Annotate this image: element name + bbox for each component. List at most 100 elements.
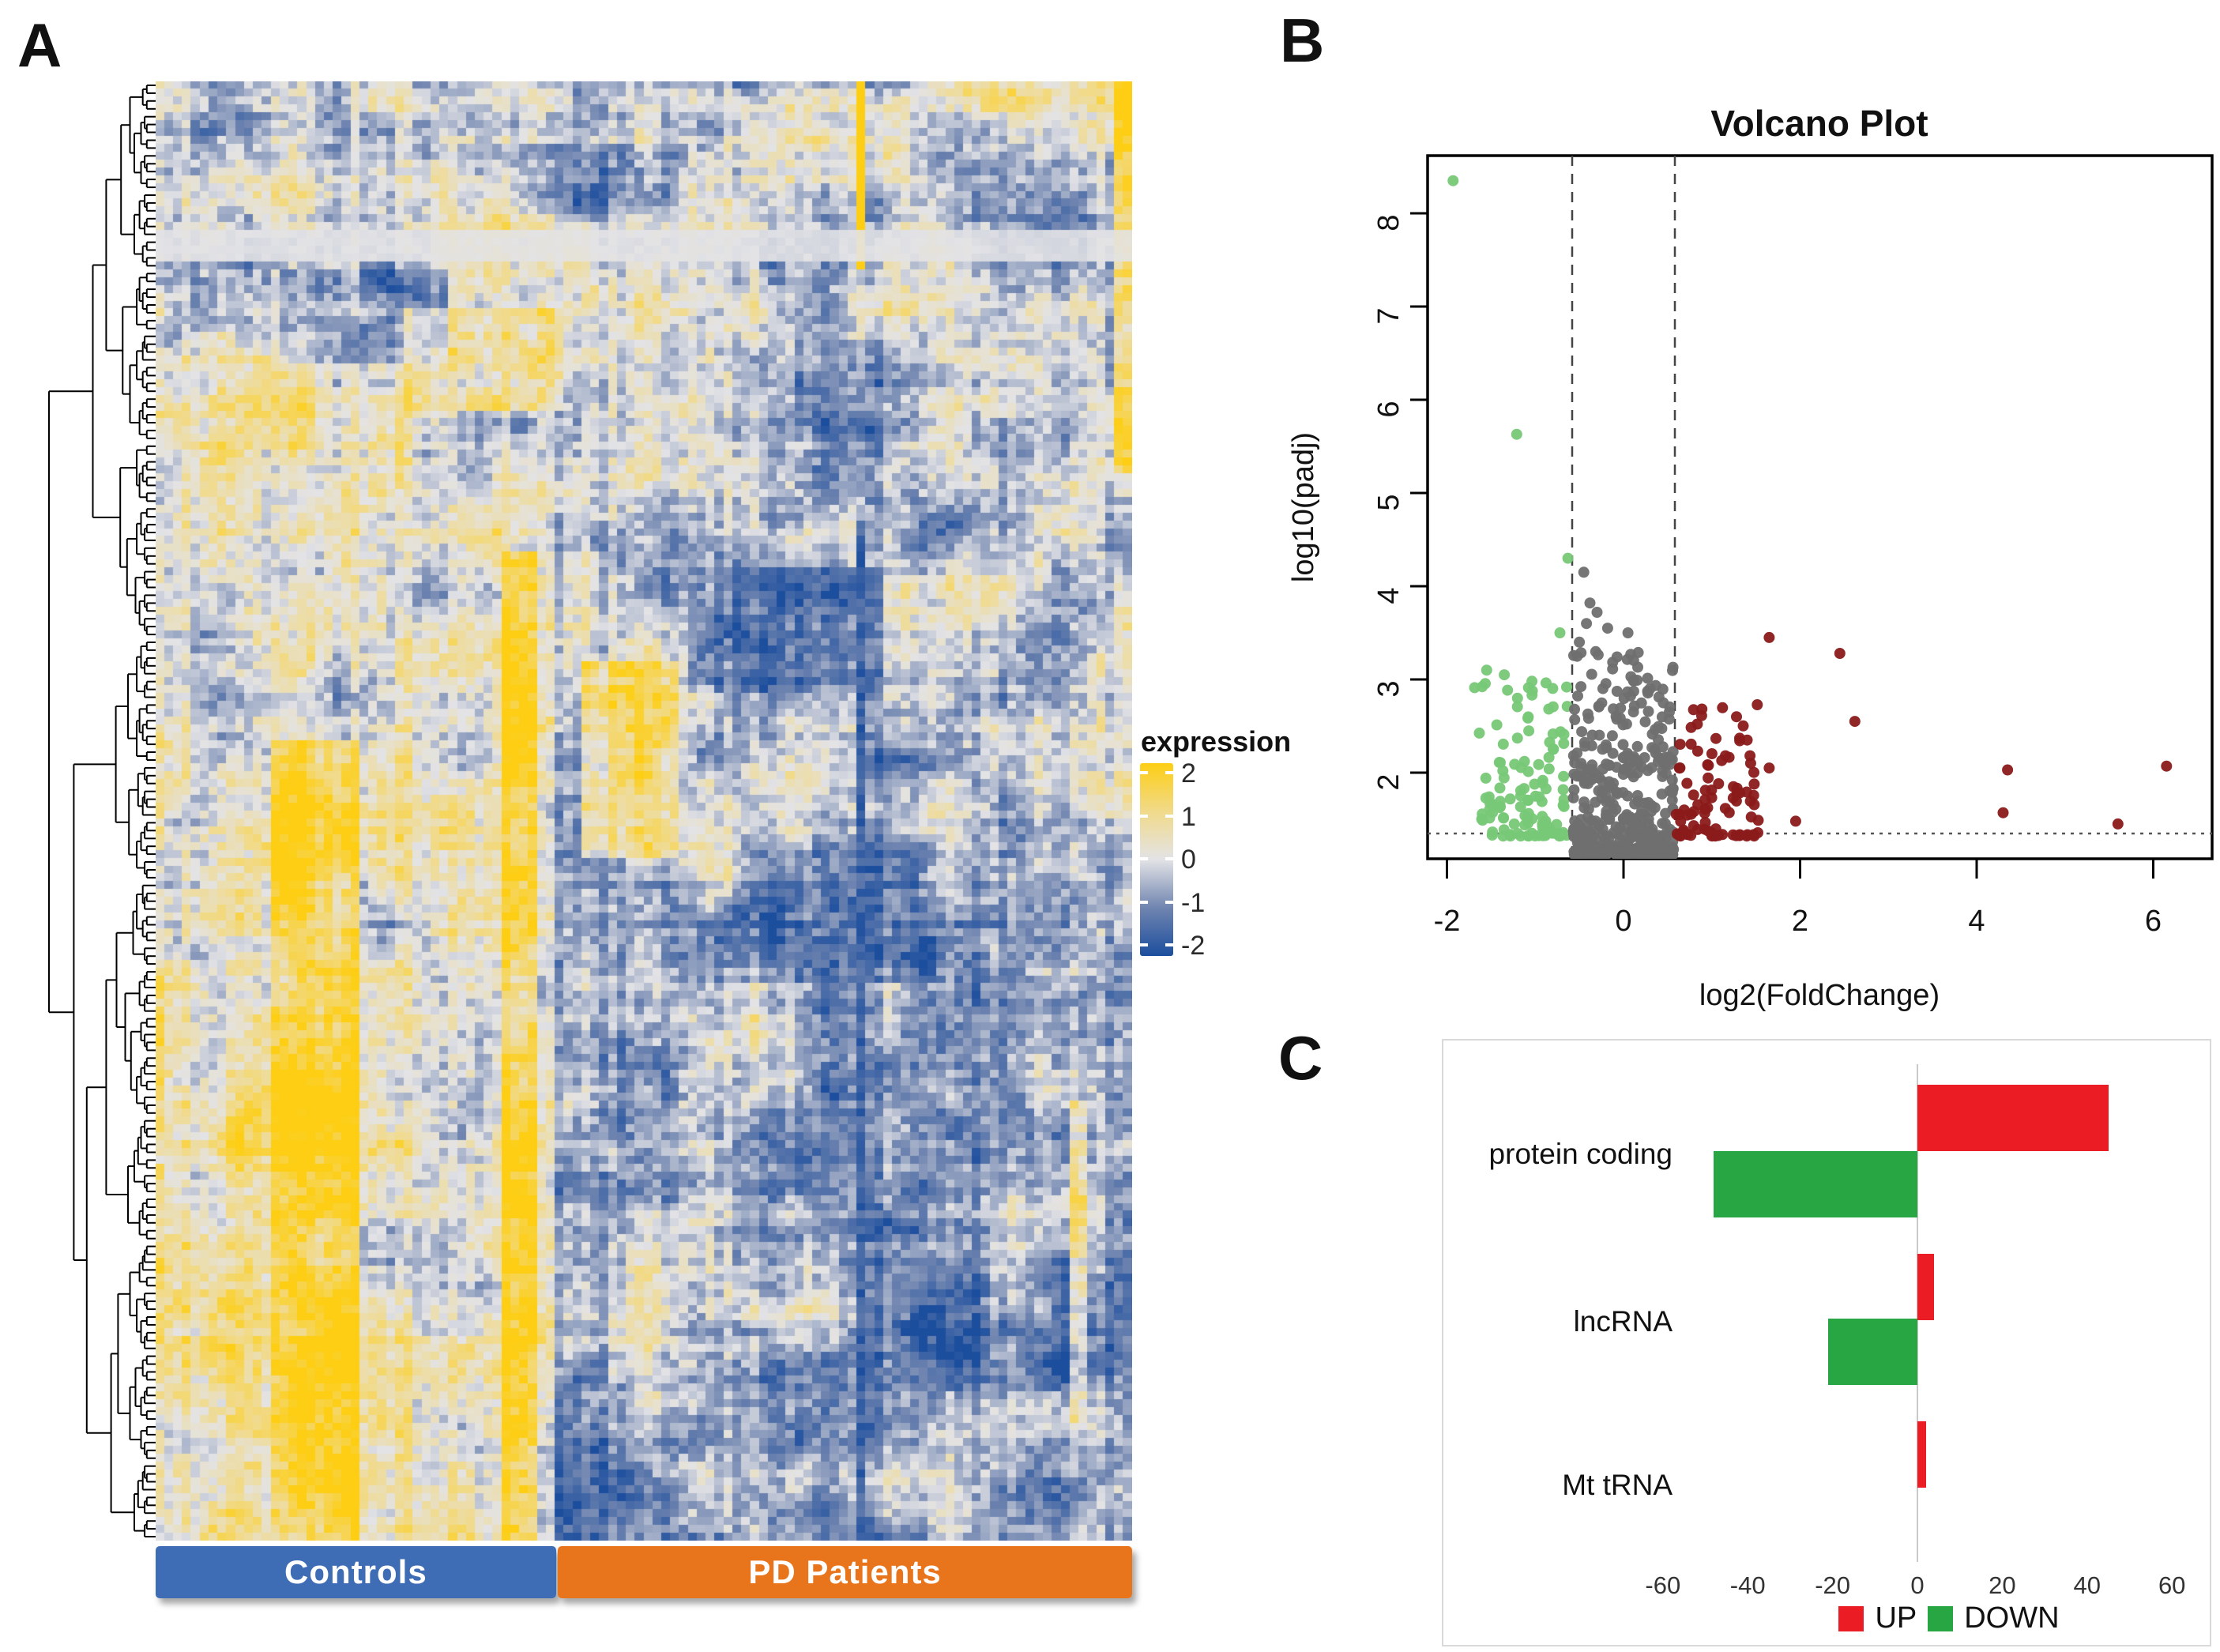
volcano-point xyxy=(1622,790,1633,802)
volcano-point xyxy=(1569,703,1580,715)
volcano-point xyxy=(1606,730,1618,742)
volcano-point xyxy=(1512,828,1523,839)
volcano-point xyxy=(1763,631,1775,643)
volcano-point xyxy=(1657,741,1669,753)
group-bar-label: PD Patients xyxy=(748,1553,942,1590)
volcano-point xyxy=(1477,808,1488,820)
volcano-point xyxy=(1763,762,1775,774)
volcano-point xyxy=(1617,813,1629,824)
volcano-point xyxy=(1646,742,1658,754)
volcano-point xyxy=(1568,768,1580,780)
volcano-point xyxy=(1480,792,1492,804)
volcano-point xyxy=(1557,828,1569,840)
volcano-point xyxy=(1699,794,1711,806)
volcano-point xyxy=(1572,849,1584,859)
expression-tick-label: -2 xyxy=(1181,931,1206,961)
volcano-point xyxy=(1667,664,1678,676)
volcano-point xyxy=(1632,661,1643,673)
axis-tick-label: 4 xyxy=(1968,905,1985,938)
group-bar-pd-patients: PD Patients xyxy=(558,1546,1132,1598)
volcano-point xyxy=(1514,801,1526,813)
volcano-point xyxy=(1610,710,1622,722)
volcano-point xyxy=(1499,669,1511,681)
volcano-point xyxy=(1481,664,1492,676)
volcano-point xyxy=(1562,552,1574,564)
volcano-point xyxy=(1557,784,1569,796)
volcano-point xyxy=(1497,738,1509,750)
volcano-point xyxy=(1653,755,1664,767)
panel-a-label: A xyxy=(17,10,62,80)
volcano-point xyxy=(1511,428,1522,440)
volcano-point xyxy=(1688,704,1699,716)
volcano-point xyxy=(1657,683,1669,695)
volcano-point xyxy=(1997,807,2009,818)
volcano-point xyxy=(1504,793,1516,805)
volcano-point xyxy=(1511,701,1523,713)
volcano-point xyxy=(1713,778,1725,789)
group-bar-label: Controls xyxy=(284,1553,427,1590)
volcano-point xyxy=(1567,792,1579,803)
volcano-point xyxy=(1717,829,1729,841)
heatmap-canvas xyxy=(156,81,1132,1541)
volcano-point xyxy=(1691,718,1703,730)
volcano-point xyxy=(1603,813,1615,825)
expression-tick-mark xyxy=(1140,857,1148,860)
volcano-point xyxy=(1702,759,1714,770)
volcano-title: Volcano Plot xyxy=(1710,103,1928,144)
volcano-point xyxy=(1581,618,1593,630)
volcano-point xyxy=(1508,818,1520,830)
volcano-point xyxy=(1734,787,1746,799)
x-tick-label: 0 xyxy=(1910,1571,1925,1599)
volcano-point xyxy=(1597,683,1609,694)
volcano-point xyxy=(1678,826,1690,837)
volcano-point xyxy=(1748,766,1759,778)
volcano-point xyxy=(1576,726,1588,738)
volcano-point xyxy=(1536,796,1548,807)
axis-tick-label: 5 xyxy=(1372,494,1405,510)
volcano-point xyxy=(1611,686,1623,697)
volcano-point xyxy=(1628,700,1640,712)
volcano-point xyxy=(1584,597,1596,609)
volcano-point xyxy=(1745,811,1757,823)
axis-tick-label: -2 xyxy=(1434,905,1461,938)
volcano-point xyxy=(1834,648,1846,659)
volcano-point xyxy=(1511,732,1523,744)
volcano-point xyxy=(1696,703,1708,715)
volcano-point xyxy=(1607,663,1619,675)
volcano-point xyxy=(1537,820,1548,831)
volcano-point xyxy=(1578,736,1590,748)
volcano-point xyxy=(1502,684,1514,696)
volcano-point xyxy=(1731,711,1742,723)
volcano-plot-box xyxy=(1426,154,2214,860)
volcano-point xyxy=(1699,817,1711,828)
volcano-point xyxy=(1594,729,1605,741)
volcano-xlabel: log2(FoldChange) xyxy=(1699,979,1940,1012)
volcano-axes: 2 3 4 5 6 7 8 -2 0 2 4 6 xyxy=(1372,212,2162,938)
bar-up-mt-trna xyxy=(1917,1421,1926,1488)
volcano-point xyxy=(1706,785,1718,796)
expression-tick-label: 0 xyxy=(1181,845,1196,875)
expression-tick-mark xyxy=(1140,900,1148,904)
volcano-point xyxy=(1586,759,1598,771)
bar-up-lncrna xyxy=(1917,1254,1935,1320)
volcano-point xyxy=(1578,796,1590,808)
volcano-point xyxy=(1706,748,1718,759)
volcano-point xyxy=(1526,689,1538,701)
volcano-point xyxy=(1734,829,1746,841)
volcano-point xyxy=(1597,743,1609,755)
volcano-point xyxy=(1617,719,1629,731)
volcano-point xyxy=(1639,716,1651,728)
volcano-point xyxy=(1537,774,1548,786)
volcano-point xyxy=(1717,702,1729,713)
axis-tick-label: 4 xyxy=(1372,587,1405,604)
volcano-point xyxy=(1629,798,1641,810)
volcano-point xyxy=(1608,777,1619,789)
x-tick-label: -20 xyxy=(1815,1571,1850,1599)
volcano-point xyxy=(1748,799,1760,811)
expression-tick-mark xyxy=(1165,900,1173,904)
row-dendrogram xyxy=(48,85,156,1537)
volcano-point xyxy=(1540,783,1552,795)
expression-tick-mark xyxy=(1140,814,1148,818)
volcano-point xyxy=(1666,774,1678,786)
